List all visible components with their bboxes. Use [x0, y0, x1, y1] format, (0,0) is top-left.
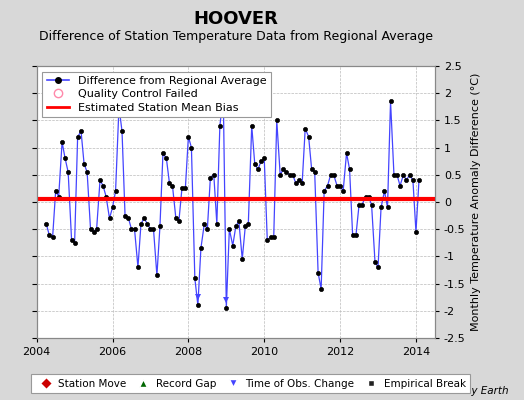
- Text: HOOVER: HOOVER: [193, 10, 278, 28]
- Y-axis label: Monthly Temperature Anomaly Difference (°C): Monthly Temperature Anomaly Difference (…: [471, 73, 481, 331]
- Legend: Difference from Regional Average, Quality Control Failed, Estimated Station Mean: Difference from Regional Average, Qualit…: [42, 72, 271, 117]
- Text: Difference of Station Temperature Data from Regional Average: Difference of Station Temperature Data f…: [39, 30, 433, 43]
- Legend: Station Move, Record Gap, Time of Obs. Change, Empirical Break: Station Move, Record Gap, Time of Obs. C…: [31, 374, 470, 393]
- Text: Berkeley Earth: Berkeley Earth: [432, 386, 508, 396]
